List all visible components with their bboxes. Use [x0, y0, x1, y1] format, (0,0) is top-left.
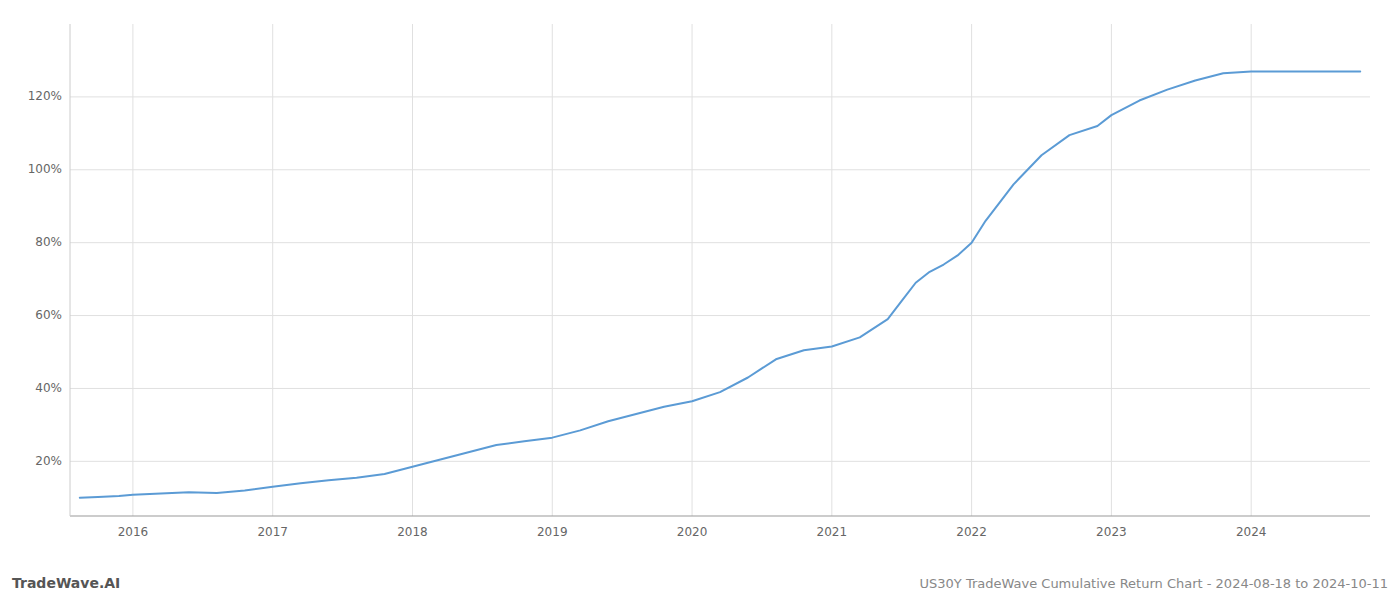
x-tick-label: 2019	[537, 525, 568, 539]
x-grid-line	[552, 24, 553, 516]
y-grid-line	[70, 169, 1370, 170]
x-tick-label: 2016	[118, 525, 149, 539]
x-tick-label: 2023	[1096, 525, 1127, 539]
y-grid-line	[70, 388, 1370, 389]
chart: 20% 40% 60% 80% 100% 120% 2016 2017 2018 2019 2020…	[0, 0, 1400, 600]
x-axis-line	[70, 516, 1370, 517]
x-grid-line	[272, 24, 273, 516]
x-grid-line	[1111, 24, 1112, 516]
title: US30Y TradeWave Cumulative Return Chart …	[920, 576, 1388, 591]
x-tick-label: 2017	[257, 525, 288, 539]
axes: 20% 40% 60% 80% 100% 120% 2016 2017 2018 2019 2020…	[28, 24, 1370, 539]
x-tick-label: 2020	[677, 525, 708, 539]
plot-data	[80, 71, 1360, 497]
y-grid-line	[70, 315, 1370, 316]
x-grid-line	[132, 24, 133, 516]
x-tick-label: 2021	[817, 525, 848, 539]
y-grid-line	[70, 461, 1370, 462]
y-tick-label: 80%	[35, 235, 62, 249]
page: {"chart_data": { "type": "line", "title"…	[0, 0, 1400, 600]
y-tick-label: 40%	[35, 381, 62, 395]
y-tick-label: 120%	[28, 89, 62, 103]
y-tick-label: 60%	[35, 308, 62, 322]
y-tick-label: 100%	[28, 162, 62, 176]
x-tick-label: 2018	[397, 525, 428, 539]
y-tick-label: 20%	[35, 454, 62, 468]
y-grid-line	[70, 242, 1370, 243]
line	[80, 71, 1360, 497]
watermark: TradeWave.AI	[12, 575, 120, 591]
y-grid-line	[70, 96, 1370, 97]
grid	[70, 24, 1370, 516]
x-tick-label: 2022	[956, 525, 987, 539]
y-axis-line	[70, 24, 71, 516]
x-tick-label: 2024	[1236, 525, 1267, 539]
texts: US30Y TradeWave Cumulative Return Chart …	[12, 575, 1388, 591]
x-grid-line	[971, 24, 972, 516]
x-grid-line	[692, 24, 693, 516]
x-grid-line	[831, 24, 832, 516]
x-grid-line	[412, 24, 413, 516]
x-grid-line	[1251, 24, 1252, 516]
